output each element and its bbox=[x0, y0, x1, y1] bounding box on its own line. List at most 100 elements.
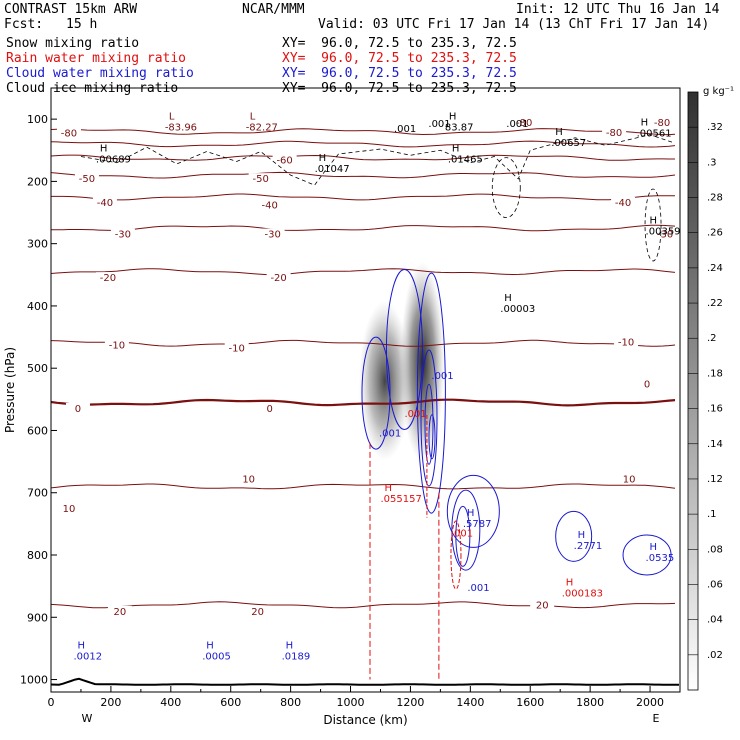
colorbar-tick-label: .32 bbox=[707, 122, 723, 133]
x-tick-label: 1200 bbox=[396, 696, 424, 709]
cloud-ice-marker: H bbox=[555, 127, 563, 138]
cloud-ice-value: .00003 bbox=[500, 304, 535, 315]
isotherm-label: -40 bbox=[97, 198, 113, 209]
isotherm-label: -20 bbox=[100, 273, 116, 284]
field-name-snow: Snow mixing ratio bbox=[6, 36, 140, 51]
isotherm-label: 20 bbox=[114, 607, 127, 618]
colorbar-tick-label: .1 bbox=[707, 509, 717, 520]
x-tick-label: 400 bbox=[160, 696, 181, 709]
isotherm-label: -80 bbox=[516, 118, 532, 129]
colorbar-tick-label: .04 bbox=[707, 615, 723, 626]
isotherm bbox=[51, 601, 676, 609]
isotherm-label-bg bbox=[617, 473, 642, 485]
isotherm-label-bg bbox=[56, 127, 81, 139]
isotherm-label: 10 bbox=[63, 504, 76, 515]
cloud-water-contour bbox=[455, 505, 471, 567]
plot-frame bbox=[50, 87, 681, 693]
colorbar-tick-label: .3 bbox=[707, 157, 717, 168]
cloud-water-value: .0535 bbox=[646, 553, 675, 564]
cloud-ice-marker: H bbox=[641, 118, 649, 129]
isotherm-label-bg bbox=[611, 196, 636, 208]
colorbar-tick-label: .12 bbox=[707, 474, 723, 485]
x-tick-label: 800 bbox=[280, 696, 301, 709]
isotherm-label: -10 bbox=[229, 344, 245, 355]
terrain-line bbox=[51, 677, 680, 686]
snow-shading bbox=[358, 300, 411, 461]
colorbar-tick-label: .26 bbox=[707, 228, 723, 239]
isotherm bbox=[51, 128, 676, 136]
temperature-low-marker: L bbox=[250, 111, 256, 122]
cloud-water-value: .0012 bbox=[73, 652, 102, 663]
isotherm-label: -80 bbox=[654, 118, 670, 129]
cloud-ice-value: .01465 bbox=[448, 155, 483, 166]
colorbar-unit: g kg⁻¹ bbox=[703, 86, 734, 97]
isotherm bbox=[51, 483, 676, 490]
cloud-ice-value: .001 bbox=[394, 124, 416, 135]
x-end-label-east: E bbox=[653, 712, 660, 725]
colorbar-tick-label: .28 bbox=[707, 193, 723, 204]
cloud-water-contour bbox=[424, 383, 434, 465]
colorbar-tick-label: .24 bbox=[707, 263, 723, 274]
isotherm-label-bg bbox=[107, 605, 132, 617]
cloud-water-contour bbox=[428, 414, 436, 460]
cloud-ice-contour bbox=[644, 188, 662, 262]
cloud-water-marker: H bbox=[650, 542, 658, 553]
colorbar-tick-label: .06 bbox=[707, 579, 723, 590]
cloud-ice-contour bbox=[491, 157, 521, 219]
cloud-water-value: .0005 bbox=[202, 652, 231, 663]
isotherm-label: 20 bbox=[251, 607, 264, 618]
x-tick-label: 600 bbox=[220, 696, 241, 709]
y-tick-label: 600 bbox=[27, 424, 48, 437]
field-name-rain: Rain water mixing ratio bbox=[6, 51, 187, 66]
cloud-ice-marker: H bbox=[452, 144, 460, 155]
field-name-cloud-water: Cloud water mixing ratio bbox=[6, 66, 194, 81]
valid-time: Valid: 03 UTC Fri 17 Jan 14 (13 ChT Fri … bbox=[318, 17, 710, 32]
isotherm-label-bg bbox=[104, 339, 129, 351]
isotherm bbox=[51, 398, 676, 407]
isotherm-label: -50 bbox=[252, 174, 268, 185]
cloud-water-value: .5787 bbox=[463, 519, 492, 530]
cloud-ice-value: .00657 bbox=[551, 138, 586, 149]
cloud-water-value: .001 bbox=[431, 371, 453, 382]
field-xy-snow: XY= 96.0, 72.5 to 235.3, 72.5 bbox=[282, 36, 517, 51]
cloud-ice-value: .00689 bbox=[96, 155, 131, 166]
isotherm-label-bg bbox=[257, 199, 282, 211]
isotherm-label-bg bbox=[602, 127, 627, 139]
isotherm-label-bg bbox=[272, 154, 297, 166]
isotherm-label-bg bbox=[512, 117, 537, 129]
isotherm-label: -20 bbox=[270, 273, 286, 284]
isotherm-label-bg bbox=[110, 228, 135, 240]
isotherm-label-bg bbox=[95, 272, 120, 284]
cloud-water-value: .001 bbox=[379, 429, 401, 440]
x-end-label-west: W bbox=[82, 712, 93, 725]
rain-contour bbox=[450, 520, 462, 590]
isotherm-label: -30 bbox=[115, 230, 131, 241]
isotherm bbox=[51, 193, 676, 201]
x-tick-label: 1600 bbox=[516, 696, 544, 709]
colorbar-tick-label: .18 bbox=[707, 368, 723, 379]
cloud-water-marker: H bbox=[578, 530, 586, 541]
cloud-ice-value: .00561 bbox=[637, 129, 672, 140]
isotherm bbox=[51, 171, 676, 179]
isotherm-label-bg bbox=[92, 196, 117, 208]
cloud-ice-value: .001 bbox=[428, 119, 450, 130]
cloud-water-value: .0189 bbox=[282, 652, 311, 663]
x-tick-label: 1400 bbox=[456, 696, 484, 709]
rain-value: .001 bbox=[451, 528, 473, 539]
title: CONTRAST 15km ARW bbox=[4, 2, 138, 17]
cloud-water-contour bbox=[420, 349, 438, 487]
isotherm-label-bg bbox=[635, 378, 660, 390]
y-tick-label: 300 bbox=[27, 238, 48, 251]
temperature-low-value: -83.96 bbox=[165, 122, 197, 133]
isotherm-label: 20 bbox=[536, 601, 549, 612]
isotherm-label-bg bbox=[224, 342, 249, 354]
isotherm-label: 0 bbox=[266, 404, 272, 415]
colorbar-tick-label: .22 bbox=[707, 298, 723, 309]
x-tick-label: 1000 bbox=[337, 696, 365, 709]
cloud-water-contour bbox=[446, 474, 500, 548]
y-tick-label: 400 bbox=[27, 300, 48, 313]
cloud-water-value: .001 bbox=[467, 583, 489, 594]
cloud-ice-marker: H bbox=[319, 153, 327, 164]
isotherm-label: 0 bbox=[75, 404, 81, 415]
